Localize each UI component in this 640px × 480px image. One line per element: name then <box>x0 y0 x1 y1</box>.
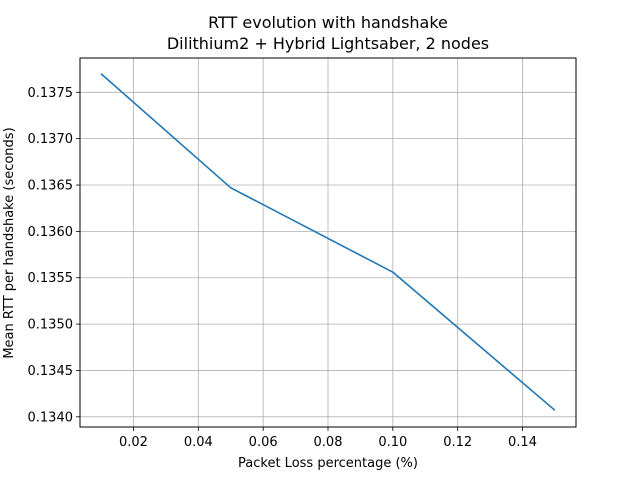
x-axis-label: Packet Loss percentage (%) <box>238 456 418 471</box>
y-axis-label: Mean RTT per handshake (seconds) <box>2 127 17 358</box>
x-tick-label: 0.10 <box>378 435 407 450</box>
y-tick-label: 0.1345 <box>28 364 74 379</box>
chart-title: RTT evolution with handshake <box>208 13 448 32</box>
y-axis-ticks: 0.1340 0.1345 0.1350 0.1355 0.1360 0.1365 0.13… <box>28 86 80 425</box>
y-tick-label: 0.1365 <box>28 179 74 194</box>
x-tick-label: 0.04 <box>184 435 213 450</box>
y-tick-label: 0.1340 <box>28 410 74 425</box>
x-tick-label: 0.02 <box>119 435 148 450</box>
plot-area-frame <box>79 57 577 428</box>
y-tick-label: 0.1350 <box>28 318 74 333</box>
data-series <box>100 73 556 411</box>
x-tick-label: 0.12 <box>443 435 472 450</box>
x-tick-label: 0.14 <box>508 435 537 450</box>
x-axis-ticks: 0.02 0.04 0.06 0.08 0.10 0.12 0.14 <box>119 427 537 450</box>
series-line <box>100 73 556 411</box>
chart-subtitle: Dilithium2 + Hybrid Lightsaber, 2 nodes <box>167 34 489 53</box>
y-tick-label: 0.1370 <box>28 132 74 147</box>
y-tick-label: 0.1360 <box>28 225 74 240</box>
y-tick-label: 0.1375 <box>28 86 74 101</box>
y-tick-label: 0.1355 <box>28 271 74 286</box>
grid-lines <box>80 58 576 427</box>
x-tick-label: 0.08 <box>314 435 343 450</box>
x-tick-label: 0.06 <box>249 435 278 450</box>
